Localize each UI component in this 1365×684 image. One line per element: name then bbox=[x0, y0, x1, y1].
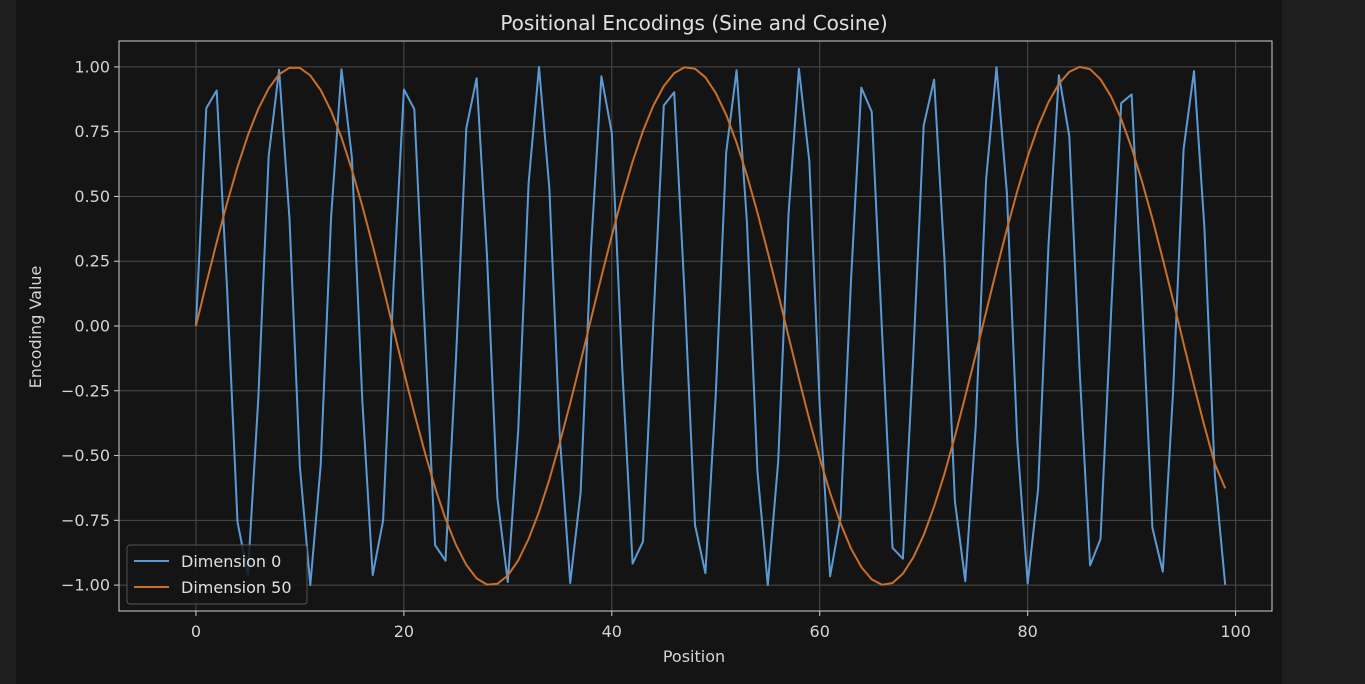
series-layer bbox=[194, 65, 1227, 587]
x-tick-label: 60 bbox=[810, 622, 830, 641]
y-tick-label: −0.25 bbox=[61, 381, 110, 400]
chart-figure: 0 20 40 60 80 100 −1.00 −0.75 −0.50 −0.25 0.00 0.25… bbox=[16, 0, 1282, 684]
y-tick-label: −0.50 bbox=[61, 446, 110, 465]
x-tick-label: 40 bbox=[602, 622, 622, 641]
legend-box bbox=[126, 544, 308, 605]
y-tick-label: −1.00 bbox=[61, 576, 110, 595]
y-tick-label: −0.75 bbox=[61, 511, 110, 530]
legend: Dimension 0 Dimension 50 bbox=[126, 544, 308, 605]
x-axis-label: Position bbox=[663, 647, 725, 666]
y-tick-label: 0.00 bbox=[74, 317, 110, 336]
series-line-dimension-50 bbox=[194, 65, 1227, 586]
series-line-dimension-0 bbox=[194, 65, 1227, 587]
x-tick-label: 20 bbox=[394, 622, 414, 641]
chart-title: Positional Encodings (Sine and Cosine) bbox=[500, 11, 887, 35]
y-axis-label: Encoding Value bbox=[26, 266, 45, 389]
y-tick-label: 0.75 bbox=[74, 122, 110, 141]
line-chart: 0 20 40 60 80 100 −1.00 −0.75 −0.50 −0.25 0.00 0.25… bbox=[26, 11, 1273, 666]
legend-label-dimension-0: Dimension 0 bbox=[181, 552, 281, 571]
y-tick-label: 0.25 bbox=[74, 252, 110, 271]
legend-label-dimension-50: Dimension 50 bbox=[181, 578, 292, 597]
y-tick-label: 0.50 bbox=[74, 187, 110, 206]
x-tick-label: 80 bbox=[1017, 622, 1037, 641]
x-tick-label: 0 bbox=[191, 622, 201, 641]
ticks: 0 20 40 60 80 100 −1.00 −0.75 −0.50 −0.25 0.00 0.25… bbox=[61, 57, 1251, 641]
y-tick-label: 1.00 bbox=[74, 57, 110, 76]
x-tick-label: 100 bbox=[1220, 622, 1251, 641]
